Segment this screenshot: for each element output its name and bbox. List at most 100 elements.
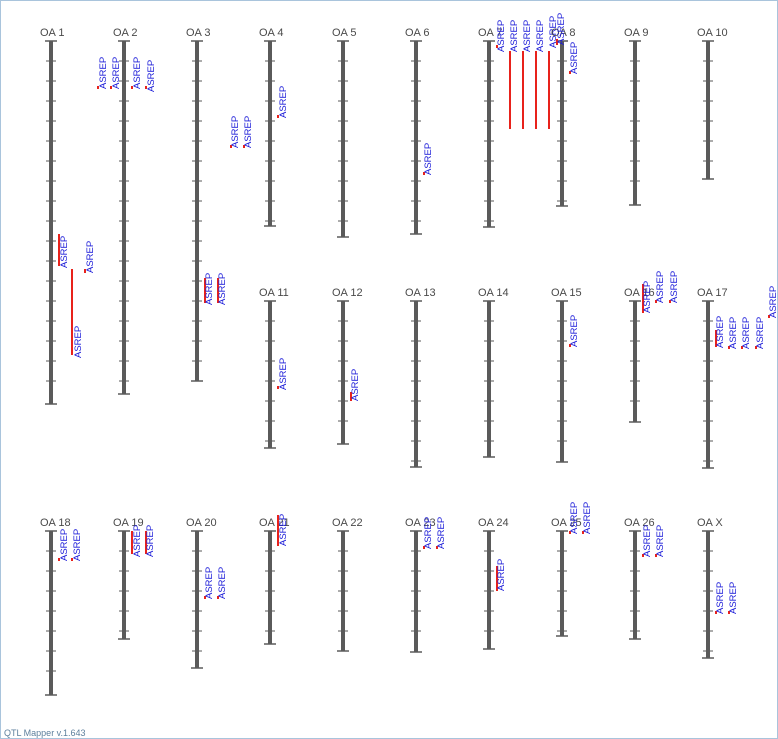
qtl-interval [58, 234, 60, 266]
chromosome-axis [633, 531, 637, 639]
chromosome-axis [414, 301, 418, 467]
qtl-interval [97, 86, 99, 89]
qtl-trait-label: ASREP [535, 20, 546, 52]
chromosome-label: OA 1 [40, 27, 64, 39]
qtl-trait-label: ASREP [741, 317, 752, 349]
chromosome-label: OA 6 [405, 27, 429, 39]
qtl-trait-label: ASREP [569, 315, 580, 347]
chromosome-label: OA 16 [624, 287, 655, 299]
chromosome-label: OA 25 [551, 517, 582, 529]
qtl-interval [548, 51, 550, 129]
chromosome-label: OA 11 [259, 287, 289, 299]
chromosome-label: OA 21 [259, 517, 290, 529]
qtl-trait-label: ASREP [436, 517, 447, 549]
qtl-interval [569, 531, 571, 534]
qtl-trait-label: ASREP [132, 525, 143, 557]
chromosome-label: OA 4 [259, 27, 283, 39]
qtl-interval [509, 51, 511, 129]
qtl-interval [230, 145, 232, 148]
qtl-interval [642, 284, 644, 313]
qtl-interval [768, 315, 770, 318]
chromosome-label: OA 12 [332, 287, 363, 299]
chromosome-axis [487, 531, 491, 649]
qtl-trait-label: ASREP [569, 42, 580, 74]
version-footer: QTL Mapper v.1.643 [4, 728, 86, 738]
chromosome-label: OA 19 [113, 517, 144, 529]
qtl-interval [436, 546, 438, 549]
chromosome-label: OA 2 [113, 27, 137, 39]
qtl-interval [71, 558, 73, 561]
chromosome-label: OA 15 [551, 287, 582, 299]
qtl-trait-label: ASREP [755, 317, 766, 349]
qtl-trait-label: ASREP [85, 241, 96, 273]
chromosome-axis [341, 41, 345, 237]
qtl-interval [350, 392, 352, 401]
qtl-interval [569, 71, 571, 74]
chromosome-label: OA 5 [332, 27, 356, 39]
chromosome-axis [560, 41, 564, 206]
qtl-trait-label: ASREP [350, 369, 361, 401]
chromosome-axis [268, 531, 272, 644]
qtl-trait-label: ASREP [72, 529, 83, 561]
chromosome-label: OA 13 [405, 287, 436, 299]
chromosome-label: OA 24 [478, 517, 509, 529]
qtl-interval [71, 269, 73, 355]
qtl-trait-label: ASREP [423, 517, 434, 549]
qtl-interval [277, 115, 279, 118]
chromosome-label: OA 18 [40, 517, 71, 529]
chromosome-label: OA 8 [551, 27, 575, 39]
chromosome-axis [706, 41, 710, 179]
qtl-interval [217, 278, 219, 303]
qtl-trait-label: ASREP [73, 326, 84, 358]
qtl-interval [243, 145, 245, 148]
qtl-interval [715, 330, 717, 347]
qtl-trait-label: ASREP [217, 567, 228, 599]
qtl-interval [277, 386, 279, 389]
qtl-trait-label: ASREP [548, 16, 559, 48]
chromosome-axis [341, 301, 345, 444]
qtl-interval [522, 51, 524, 129]
qtl-trait-label: ASREP [655, 271, 666, 303]
qtl-interval [755, 346, 757, 349]
qtl-interval [423, 172, 425, 175]
qtl-interval [217, 596, 219, 599]
qtl-trait-label: ASREP [145, 525, 156, 557]
qtl-interval [741, 346, 743, 349]
chromosome-axis [560, 531, 564, 636]
chromosome-axis [195, 41, 199, 381]
chromosome-axis [706, 301, 710, 468]
chromosome-label: OA 22 [332, 517, 363, 529]
qtl-interval [131, 86, 133, 89]
qtl-trait-label: ASREP [728, 582, 739, 614]
chromosome-axis [195, 531, 199, 668]
chromosome-label: OA 14 [478, 287, 509, 299]
chromosome-axis [487, 301, 491, 457]
qtl-trait-label: ASREP [642, 525, 653, 557]
qtl-trait-label: ASREP [146, 60, 157, 92]
qtl-trait-label: ASREP [278, 514, 289, 546]
qtl-interval [642, 554, 644, 557]
qtl-trait-label: ASREP [278, 86, 289, 118]
qtl-interval [145, 531, 147, 554]
qtl-trait-label: ASREP [582, 502, 593, 534]
chromosome-label: OA 23 [405, 517, 436, 529]
qtl-interval [535, 51, 537, 129]
qtl-trait-label: ASREP [111, 57, 122, 89]
qtl-trait-label: ASREP [496, 559, 507, 591]
qtl-interval [728, 611, 730, 614]
chromosome-axis [268, 301, 272, 448]
qtl-trait-label: ASREP [230, 116, 241, 148]
qtl-trait-label: ASREP [59, 236, 70, 268]
chromosome-axis [414, 41, 418, 234]
qtl-interval [715, 611, 717, 614]
chromosome-label: OA 20 [186, 517, 217, 529]
chromosome-label: OA 26 [624, 517, 655, 529]
qtl-trait-label: ASREP [768, 286, 777, 318]
qtl-trait-label: ASREP [204, 273, 215, 305]
qtl-trait-label: ASREP [217, 273, 228, 305]
qtl-trait-label: ASREP [204, 567, 215, 599]
qtl-interval [84, 269, 86, 273]
qtl-trait-label: ASREP [569, 502, 580, 534]
